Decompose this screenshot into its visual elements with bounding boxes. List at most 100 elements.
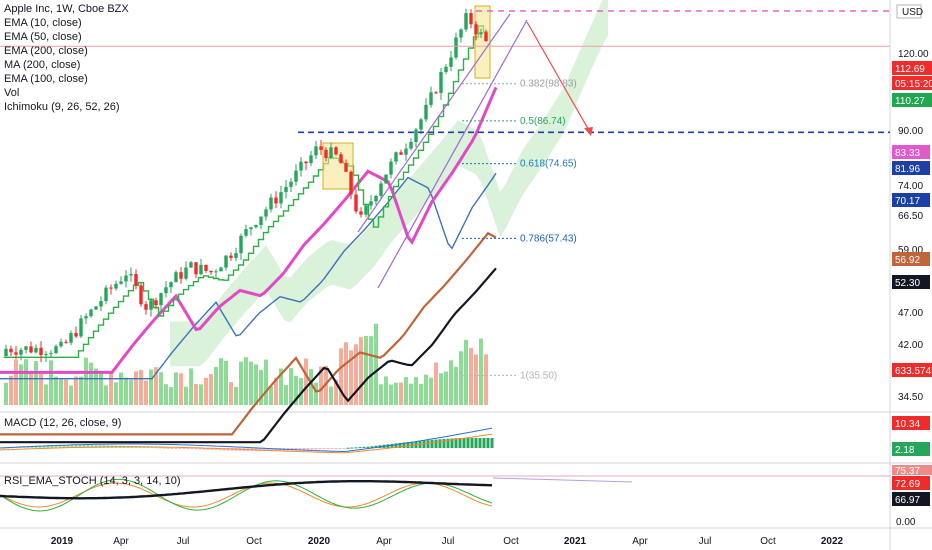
candle-body bbox=[274, 197, 278, 204]
macd-histogram-bar bbox=[34, 446, 38, 448]
candle-body bbox=[24, 346, 28, 350]
volume-bar bbox=[269, 386, 273, 405]
candle bbox=[34, 344, 38, 354]
macd-histogram-bar bbox=[294, 448, 298, 451]
macd-histogram-bar bbox=[70, 445, 74, 448]
price-tag: 83.33 bbox=[892, 145, 930, 159]
candle bbox=[114, 280, 118, 291]
candle bbox=[29, 341, 33, 354]
candle-body bbox=[364, 205, 368, 215]
price-tag-text: 10.34 bbox=[895, 419, 920, 430]
macd-histogram-bar bbox=[154, 447, 158, 449]
legend-vol[interactable]: Vol bbox=[4, 87, 19, 99]
candle bbox=[54, 344, 58, 355]
candle bbox=[244, 224, 248, 238]
candle-body bbox=[459, 29, 463, 38]
fib-label: 1(35.50) bbox=[520, 370, 557, 381]
volume-bar bbox=[409, 383, 413, 405]
macd-histogram-bar bbox=[318, 448, 322, 450]
candle bbox=[389, 158, 393, 179]
highlight-box-aug bbox=[474, 5, 491, 79]
candle bbox=[444, 64, 448, 75]
price-tag: 70.17 bbox=[892, 193, 930, 207]
fib-label: 0.5(86.74) bbox=[520, 116, 566, 127]
macd-histogram-bar bbox=[486, 438, 490, 448]
candle bbox=[429, 86, 433, 108]
candle-body bbox=[209, 270, 213, 273]
legend-ema10[interactable]: EMA (10, close) bbox=[4, 17, 82, 29]
price-pane[interactable] bbox=[0, 0, 890, 412]
price-tick: 74.00 bbox=[898, 181, 923, 192]
volume-bar bbox=[364, 336, 368, 405]
macd-histogram-bar bbox=[174, 448, 178, 449]
legend-ema50[interactable]: EMA (50, close) bbox=[4, 31, 82, 43]
candle-body bbox=[49, 353, 53, 355]
candle bbox=[264, 206, 268, 221]
macd-histogram-bar bbox=[342, 447, 346, 449]
fib-label: 0.382(98.83) bbox=[520, 79, 577, 90]
candle-body bbox=[414, 129, 418, 143]
time-label: Apr bbox=[376, 536, 392, 547]
candle-body bbox=[464, 13, 468, 30]
legend-rsi[interactable]: RSI_EMA_STOCH (14, 3, 3, 14, 10) bbox=[4, 475, 180, 487]
candle bbox=[324, 147, 328, 162]
candle bbox=[339, 152, 343, 164]
candle bbox=[219, 266, 223, 272]
macd-histogram-bar bbox=[274, 448, 278, 451]
candle bbox=[259, 216, 263, 230]
volume-bar bbox=[54, 376, 58, 405]
candle-body bbox=[224, 255, 228, 268]
legend-ema200[interactable]: EMA (200, close) bbox=[4, 45, 88, 57]
candle bbox=[374, 194, 378, 205]
ichimoku-cloud-area bbox=[170, 0, 608, 367]
macd-histogram-bar bbox=[186, 448, 190, 449]
currency-label[interactable]: USD bbox=[896, 4, 923, 19]
macd-histogram-bar bbox=[458, 438, 462, 448]
macd-histogram-bar bbox=[258, 448, 262, 451]
candle bbox=[474, 21, 478, 41]
candle-body bbox=[284, 186, 288, 193]
macd-histogram-bar bbox=[434, 439, 438, 448]
candle bbox=[234, 247, 238, 262]
macd-histogram-bar bbox=[454, 438, 458, 448]
macd-histogram-bar bbox=[338, 448, 342, 449]
macd-histogram-bar bbox=[394, 443, 398, 448]
macd-histogram-bar bbox=[178, 448, 182, 449]
macd-histogram-bar bbox=[182, 448, 186, 449]
candle bbox=[99, 296, 103, 312]
macd-histogram-bar bbox=[470, 438, 474, 448]
candle-body bbox=[469, 13, 473, 25]
candle-body bbox=[104, 287, 108, 302]
legend-ema100[interactable]: EMA (100, close) bbox=[4, 73, 88, 85]
candle bbox=[299, 157, 303, 177]
legend-ichimoku[interactable]: Ichimoku (9, 26, 52, 26) bbox=[4, 101, 120, 113]
candle bbox=[354, 189, 358, 214]
candle bbox=[109, 284, 113, 295]
macd-histogram-bar bbox=[270, 448, 274, 451]
legend-ma200[interactable]: MA (200, close) bbox=[4, 59, 80, 71]
volume-bar bbox=[4, 382, 8, 405]
macd-histogram-bar bbox=[354, 447, 358, 449]
price-tag-bg bbox=[892, 252, 930, 266]
volume-bar bbox=[304, 358, 308, 405]
price-tag-bg bbox=[892, 363, 932, 377]
candle-body bbox=[109, 287, 113, 289]
candle-body bbox=[394, 152, 398, 162]
candle-body bbox=[374, 195, 378, 202]
macd-histogram-bar bbox=[202, 448, 206, 450]
price-tag-bg bbox=[892, 145, 930, 159]
candle bbox=[24, 345, 28, 354]
volume-bar bbox=[244, 357, 248, 405]
candle-body bbox=[404, 148, 408, 155]
candle bbox=[124, 270, 128, 288]
volume-bar bbox=[264, 359, 268, 405]
volume-bar bbox=[154, 367, 158, 405]
price-tag-text: 112.69 bbox=[895, 64, 925, 75]
legend: Apple Inc, 1W, Cboe BZX EMA (10, close) … bbox=[4, 3, 180, 487]
candle-body bbox=[424, 104, 428, 120]
macd-histogram-bar bbox=[302, 448, 306, 450]
candle bbox=[284, 180, 288, 199]
legend-macd[interactable]: MACD (12, 26, close, 9) bbox=[4, 417, 121, 429]
